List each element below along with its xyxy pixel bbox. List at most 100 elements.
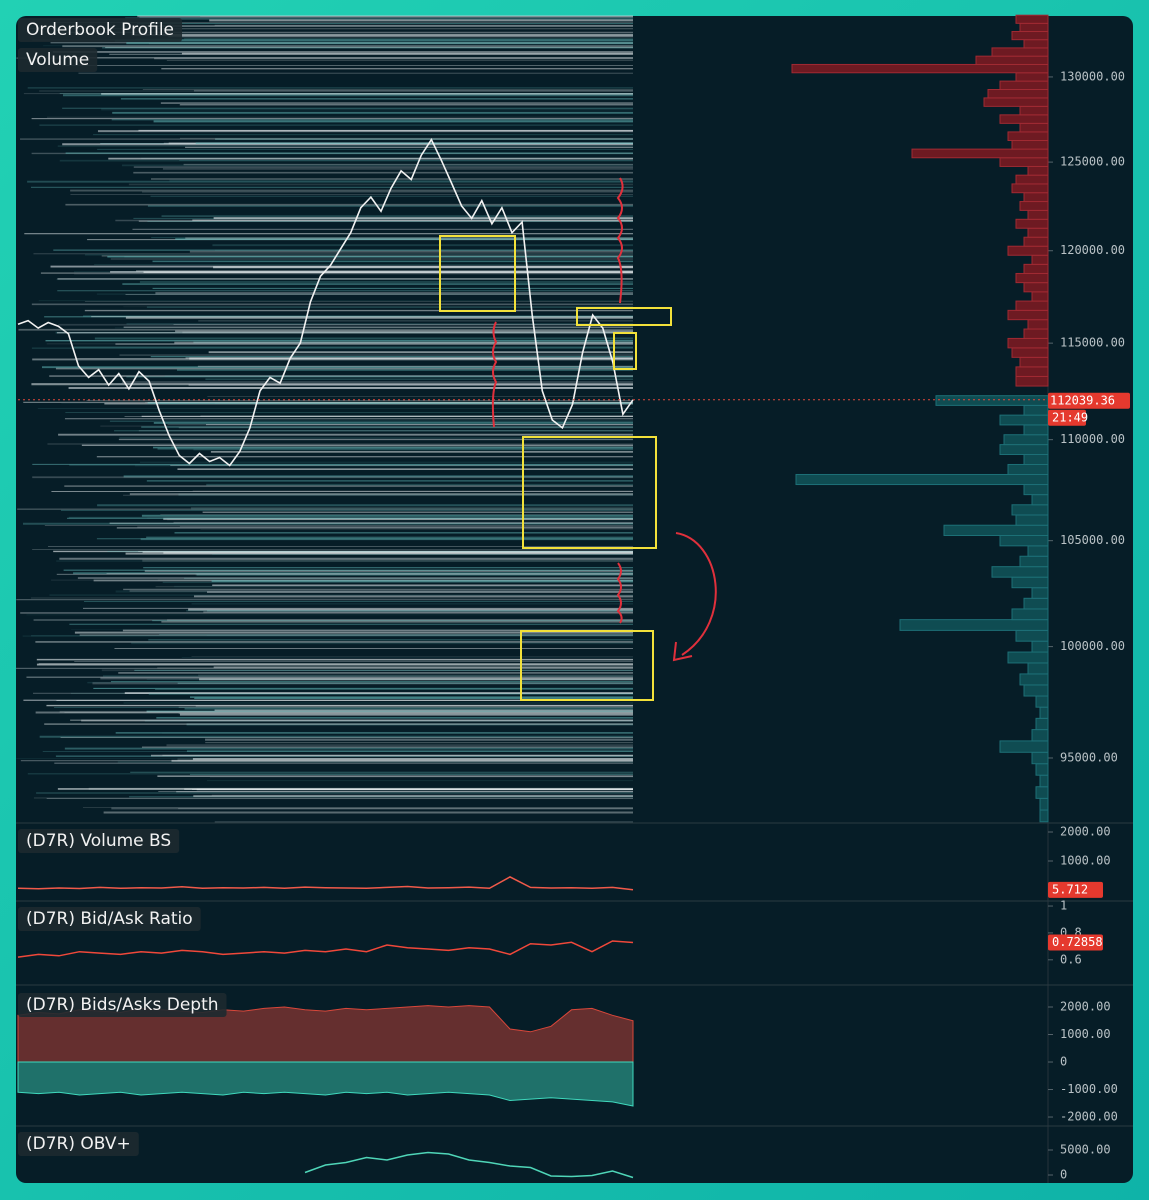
y-tick-label: 95000.00 [1060,750,1118,764]
title-bg [18,907,201,931]
bid-bar [1023,454,1049,465]
ask-bar [1011,183,1049,194]
plots: 130000.00125000.00120000.00115000.001100… [17,14,1130,1182]
bid-bar [999,414,1049,426]
bid-bar [999,740,1049,753]
ask-bar [1019,201,1049,211]
bid-bar [1023,684,1049,697]
bid-bar [1039,774,1049,788]
title-bg [18,48,98,72]
bid-bar [991,566,1049,578]
highlight-box [520,630,654,701]
brace [616,562,623,624]
pane: 10.80.60.72858(D7R) Bid/Ask Ratio [17,899,1103,966]
y-tick-label: 105000.00 [1060,533,1125,547]
annotations [439,235,672,701]
y-tick-label: 1000.00 [1060,1027,1111,1041]
bid-bar [1023,404,1049,416]
title-bg [18,993,227,1017]
heatmap [16,15,633,823]
y-tick-label: 1 [1060,899,1067,913]
bid-bar [1003,434,1049,446]
price-tag: 112039.36 [1050,393,1115,407]
y-tick-label: 0 [1060,1055,1067,1069]
ask-bar [975,55,1049,65]
bid-bar [1039,797,1049,811]
ask-bar [1027,319,1049,330]
separators [16,822,1133,1127]
ask-bar [999,80,1049,90]
bid-bar [1023,484,1049,496]
ask-bar [1015,300,1049,311]
bid-bar [1035,763,1049,776]
series-line [17,940,634,958]
ask-bar [999,114,1049,124]
panel-title: Orderbook Profile [26,20,174,40]
y-tick-label: 1000.00 [1060,853,1111,867]
arrow-head [672,641,693,662]
bid-bar [899,619,1049,631]
series-line [304,1151,634,1179]
highlight-box [522,436,657,549]
ask-bar [1007,131,1049,141]
ask-bar [999,157,1049,167]
bid-bar [1035,717,1049,731]
highlight-box [613,332,637,370]
ask-bar [1023,282,1049,293]
bid-bar [935,395,1049,406]
bid-bar [1031,494,1049,506]
bid-bar [999,535,1049,547]
bid-bar [1027,662,1049,675]
highlight-box [576,307,672,326]
ask-bar [1015,72,1049,82]
bid-bar [1023,424,1049,436]
pane: 2000.00 1000.00 5.712 (D7R) Volume BS [17,825,1111,898]
ask-bar [991,47,1049,57]
bid-bar [1039,809,1049,823]
y-tick-label: 100000.00 [1060,639,1125,653]
series-line [17,876,634,891]
ask-bar [1015,366,1049,377]
price-line [17,137,634,467]
ask-bar [1023,192,1049,203]
bid-bar [1015,629,1049,642]
ask-bar [1011,347,1049,358]
price-tag-bg [1048,934,1103,951]
brace [616,177,624,304]
bid-bar [1019,673,1049,686]
bid-bar [1011,576,1049,589]
ask-bar [1007,337,1049,349]
ask-bar [1007,309,1049,321]
ask-bar [1015,174,1049,185]
bid-bar [1007,651,1049,664]
bid-bar [1031,751,1049,765]
title-bg [18,1132,139,1156]
drawings [491,177,717,662]
y-tick-label: 0.6 [1060,952,1082,966]
bid-bar [943,524,1049,537]
y-tick-label: -1000.00 [1060,1082,1118,1096]
brace [491,321,498,428]
price-tag-bg [1048,881,1103,898]
panel [16,16,1133,1183]
pane: 5000.00 0 (D7R) OBV+ [18,1132,1111,1182]
ask-bar [1023,263,1049,274]
y-tick-label: 2000.00 [1060,825,1111,839]
ask-bar [1027,165,1049,176]
ask-bar [911,148,1049,159]
y-tick-label: 120000.00 [1060,243,1125,257]
title-bg [18,18,183,42]
ask-bar [1023,39,1049,49]
y-tick-label: -2000.00 [1060,1110,1118,1124]
ask-bar [1019,105,1049,116]
pane: 130000.00 125000.00 120000.00 115000.00 1100… [17,14,1130,823]
price-tag: 0.72858 [1052,935,1103,949]
bid-bar [1035,695,1049,708]
bid-bar [1011,504,1049,516]
bid-bar [1019,555,1049,568]
ask-bar [987,88,1049,99]
ask-bar [1027,209,1049,220]
countdown-bg [1048,409,1086,426]
y-tick-label: 0 [1060,1168,1067,1182]
